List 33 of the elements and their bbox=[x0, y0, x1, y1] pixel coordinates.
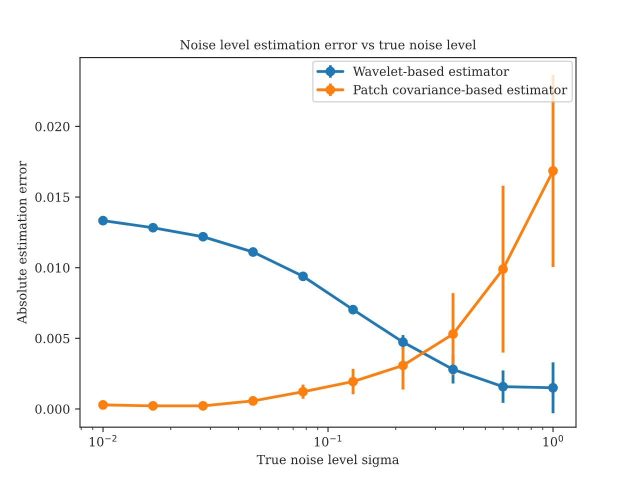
point bbox=[248, 247, 258, 257]
point bbox=[498, 264, 508, 274]
x-tick-label: 10$^{−2}$ bbox=[90, 435, 116, 446]
point bbox=[548, 382, 558, 393]
y-tick-label: 0.000 bbox=[35, 404, 70, 414]
point bbox=[98, 400, 108, 410]
point bbox=[548, 166, 558, 176]
x-axis-title: True noise level sigma bbox=[256, 454, 399, 467]
point bbox=[348, 304, 358, 315]
y-tick-label: 0.005 bbox=[35, 334, 70, 344]
y-tick-label: 0.020 bbox=[35, 122, 70, 132]
point bbox=[398, 360, 408, 370]
y-tick-label: 0.015 bbox=[35, 192, 70, 202]
point bbox=[298, 386, 308, 397]
point bbox=[448, 364, 458, 374]
chart-title: Noise level estimation error vs true noise level bbox=[180, 40, 476, 50]
y-tick-label: 0.010 bbox=[35, 263, 70, 273]
x-tick-label: 10$^{−1}$ bbox=[314, 435, 342, 447]
point bbox=[248, 396, 258, 406]
point bbox=[148, 401, 158, 411]
legend-label: Wavelet-based estimator bbox=[352, 66, 510, 76]
point bbox=[198, 232, 208, 242]
point bbox=[448, 329, 458, 339]
point bbox=[398, 337, 408, 348]
point bbox=[198, 401, 208, 411]
x-tick-label: 10$^{0}$ bbox=[544, 435, 564, 446]
point bbox=[148, 222, 158, 233]
y-axis-title: Absolute estimation error bbox=[16, 160, 27, 324]
point bbox=[498, 382, 508, 392]
point bbox=[298, 271, 308, 282]
point bbox=[98, 216, 108, 226]
point bbox=[348, 376, 358, 386]
legend-label: Patch covariance-based estimator bbox=[354, 84, 568, 94]
